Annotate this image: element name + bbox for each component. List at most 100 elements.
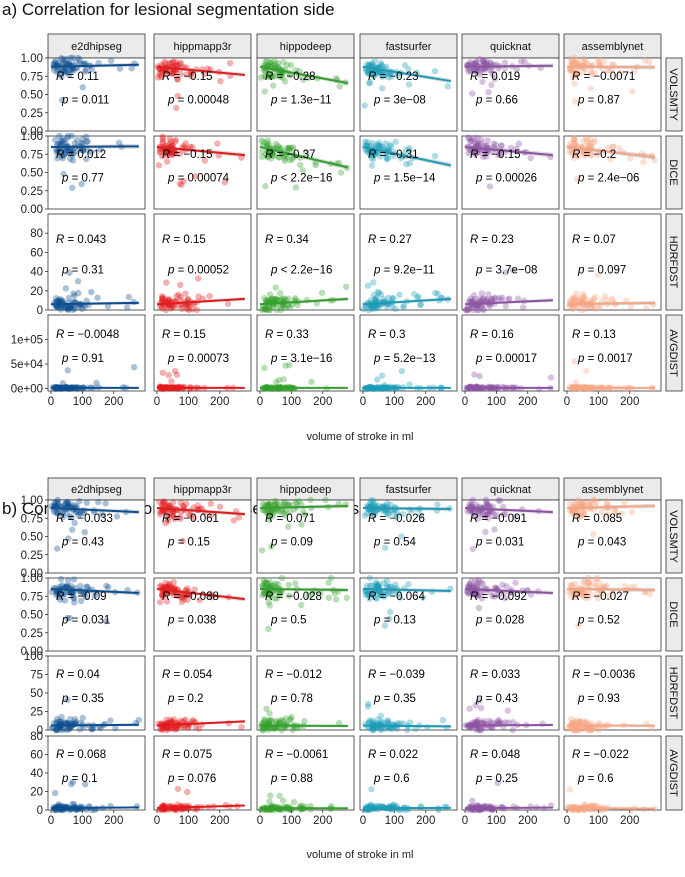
data-point xyxy=(217,504,223,510)
p-value-label: p = 0.87 xyxy=(577,94,620,106)
p-value: = 0.31 xyxy=(68,265,104,277)
r-value-label: R = −0.064 xyxy=(368,591,426,603)
facet-fastsurfer-DICE: R = −0.31p = 1.5e−14 xyxy=(360,136,457,209)
r-value-label: R = 0.13 xyxy=(572,329,616,341)
p-value-label: p = 0.00073 xyxy=(167,353,229,365)
fit-line xyxy=(260,589,348,590)
r-value: = −0.09 xyxy=(64,591,106,603)
data-point xyxy=(280,296,286,302)
p-value: = 0.5 xyxy=(277,614,306,626)
r-value: = 0.054 xyxy=(170,669,212,681)
data-point xyxy=(292,580,298,586)
y-tick-label: 0.25 xyxy=(21,628,43,640)
data-point xyxy=(432,153,438,159)
data-point xyxy=(476,605,482,611)
data-point xyxy=(571,137,577,143)
fit-line xyxy=(363,726,451,727)
data-point xyxy=(587,85,593,91)
data-point xyxy=(260,501,266,507)
facet-fastsurfer-VOLSMTY: R = −0.23p = 3e−08 xyxy=(360,58,457,131)
r-value: = 0.15 xyxy=(170,234,206,246)
r-value: = −0.0061 xyxy=(273,749,328,761)
r-value: = 0.048 xyxy=(478,749,520,761)
p-value-label: p = 0.031 xyxy=(475,536,524,548)
y-tick-label: 1.00 xyxy=(21,131,43,143)
x-tick-label: 100 xyxy=(73,815,92,827)
data-point xyxy=(89,726,95,732)
data-point xyxy=(307,497,313,503)
data-point xyxy=(405,581,411,587)
y-tick-label: 0.75 xyxy=(21,591,43,603)
p-value: < 2.2e−16 xyxy=(277,172,332,184)
data-point xyxy=(283,724,289,730)
data-point xyxy=(580,138,586,144)
r-value-label: R = −0.028 xyxy=(265,591,322,603)
r-symbol: R xyxy=(265,234,273,246)
data-point xyxy=(259,547,265,553)
data-point xyxy=(512,580,518,586)
strip-label-assemblynet: assemblynet xyxy=(582,41,644,53)
data-point xyxy=(167,136,173,142)
r-symbol: R xyxy=(368,71,376,83)
r-value: = −0.012 xyxy=(273,669,322,681)
r-value-label: R = −0.0048 xyxy=(56,329,119,341)
r-symbol: R xyxy=(162,669,170,681)
r-symbol: R xyxy=(265,591,273,603)
data-point xyxy=(52,790,58,796)
data-point xyxy=(370,279,376,285)
r-symbol: R xyxy=(470,513,478,525)
data-point xyxy=(206,293,212,299)
p-value: = 0.09 xyxy=(277,536,313,548)
x-tick-label: 100 xyxy=(487,815,506,827)
r-symbol: R xyxy=(56,591,64,603)
r-value: = 0.33 xyxy=(273,329,309,341)
r-symbol: R xyxy=(162,591,170,603)
y-tick-label: 0.50 xyxy=(21,168,43,180)
data-point xyxy=(288,62,294,68)
data-point xyxy=(495,719,501,725)
y-tick-label: 20 xyxy=(30,787,43,799)
p-value-label: p = 0.52 xyxy=(577,614,620,626)
p-value-label: p = 0.076 xyxy=(167,773,216,785)
p-value-label: p = 0.09 xyxy=(270,536,313,548)
p-value: = 0.35 xyxy=(68,693,104,705)
data-point xyxy=(263,579,269,585)
data-point xyxy=(174,372,180,378)
p-value-label: p = 3.1e−16 xyxy=(270,353,332,365)
y-tick-label: 0.25 xyxy=(21,550,43,562)
data-point xyxy=(265,717,271,723)
data-point xyxy=(267,59,273,65)
r-value-label: R = −0.15 xyxy=(162,149,213,161)
r-symbol: R xyxy=(162,71,170,83)
data-point xyxy=(77,726,83,732)
data-point xyxy=(75,55,81,61)
data-point xyxy=(56,133,62,139)
data-point xyxy=(273,379,279,385)
data-point xyxy=(270,296,276,302)
data-point xyxy=(69,185,75,191)
r-value-label: R = −0.31 xyxy=(368,149,419,161)
y-tick-label: 80 xyxy=(30,731,43,743)
strip-label-hippmapp3r: hippmapp3r xyxy=(173,484,231,496)
r-value-label: R = 0.012 xyxy=(56,149,106,161)
data-point xyxy=(504,708,510,714)
x-tick-label: 200 xyxy=(313,396,332,408)
data-point xyxy=(325,580,331,586)
data-point xyxy=(69,801,75,807)
data-point xyxy=(155,74,161,80)
data-point xyxy=(469,797,475,803)
p-value-label: p = 0.31 xyxy=(61,265,104,277)
data-point xyxy=(491,526,497,532)
fit-line xyxy=(465,66,553,67)
data-point xyxy=(323,386,329,392)
p-value-label: p = 3.7e−08 xyxy=(475,265,537,277)
data-point xyxy=(58,576,64,582)
data-point xyxy=(362,721,368,727)
